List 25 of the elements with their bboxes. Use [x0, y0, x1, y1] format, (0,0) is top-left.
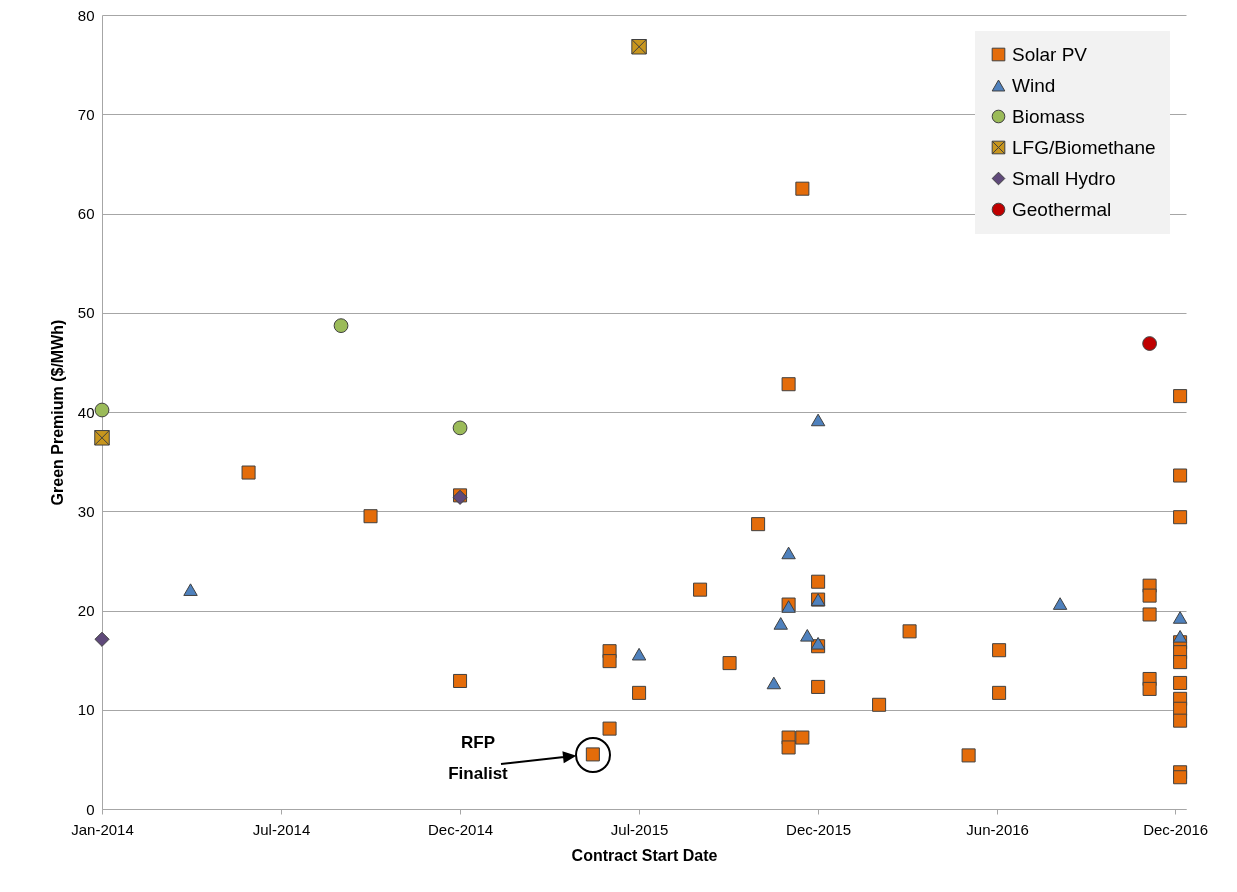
x-axis-title: Contract Start Date: [571, 846, 718, 864]
x-tick-label: Jun-2016: [966, 820, 1029, 838]
y-tick-label: 30: [77, 502, 95, 520]
x-tick-label: Dec-2015: [786, 820, 852, 838]
legend-label: Wind: [1012, 74, 1056, 96]
y-tick-label: 50: [77, 304, 95, 322]
y-tick-label: 0: [86, 800, 95, 818]
x-tick-label: Dec-2016: [1143, 820, 1209, 838]
y-tick-label: 20: [77, 602, 95, 619]
x-tick-label: Jul-2015: [610, 820, 669, 838]
x-tick-label: Jul-2014: [252, 820, 311, 838]
legend-label: Geothermal: [1012, 198, 1112, 220]
y-tick-label: 10: [77, 701, 95, 719]
x-tick-label: Jan-2014: [71, 820, 134, 838]
legend-label: Solar PV: [1012, 43, 1088, 65]
annotation: RFP Finalist: [448, 733, 509, 783]
legend-label: Biomass: [1012, 105, 1085, 127]
legend-label: LFG/Biomethane: [1012, 136, 1156, 158]
y-tick-label: 80: [77, 6, 95, 24]
x-tick-label: Dec-2014: [428, 820, 494, 838]
y-axis-title: Green Premium ($/MWh): [48, 319, 66, 506]
y-tick-label: 60: [77, 205, 95, 222]
y-tick-label: 70: [77, 105, 95, 123]
legend-label: Small Hydro: [1012, 167, 1116, 189]
y-tick-label: 40: [77, 403, 95, 421]
